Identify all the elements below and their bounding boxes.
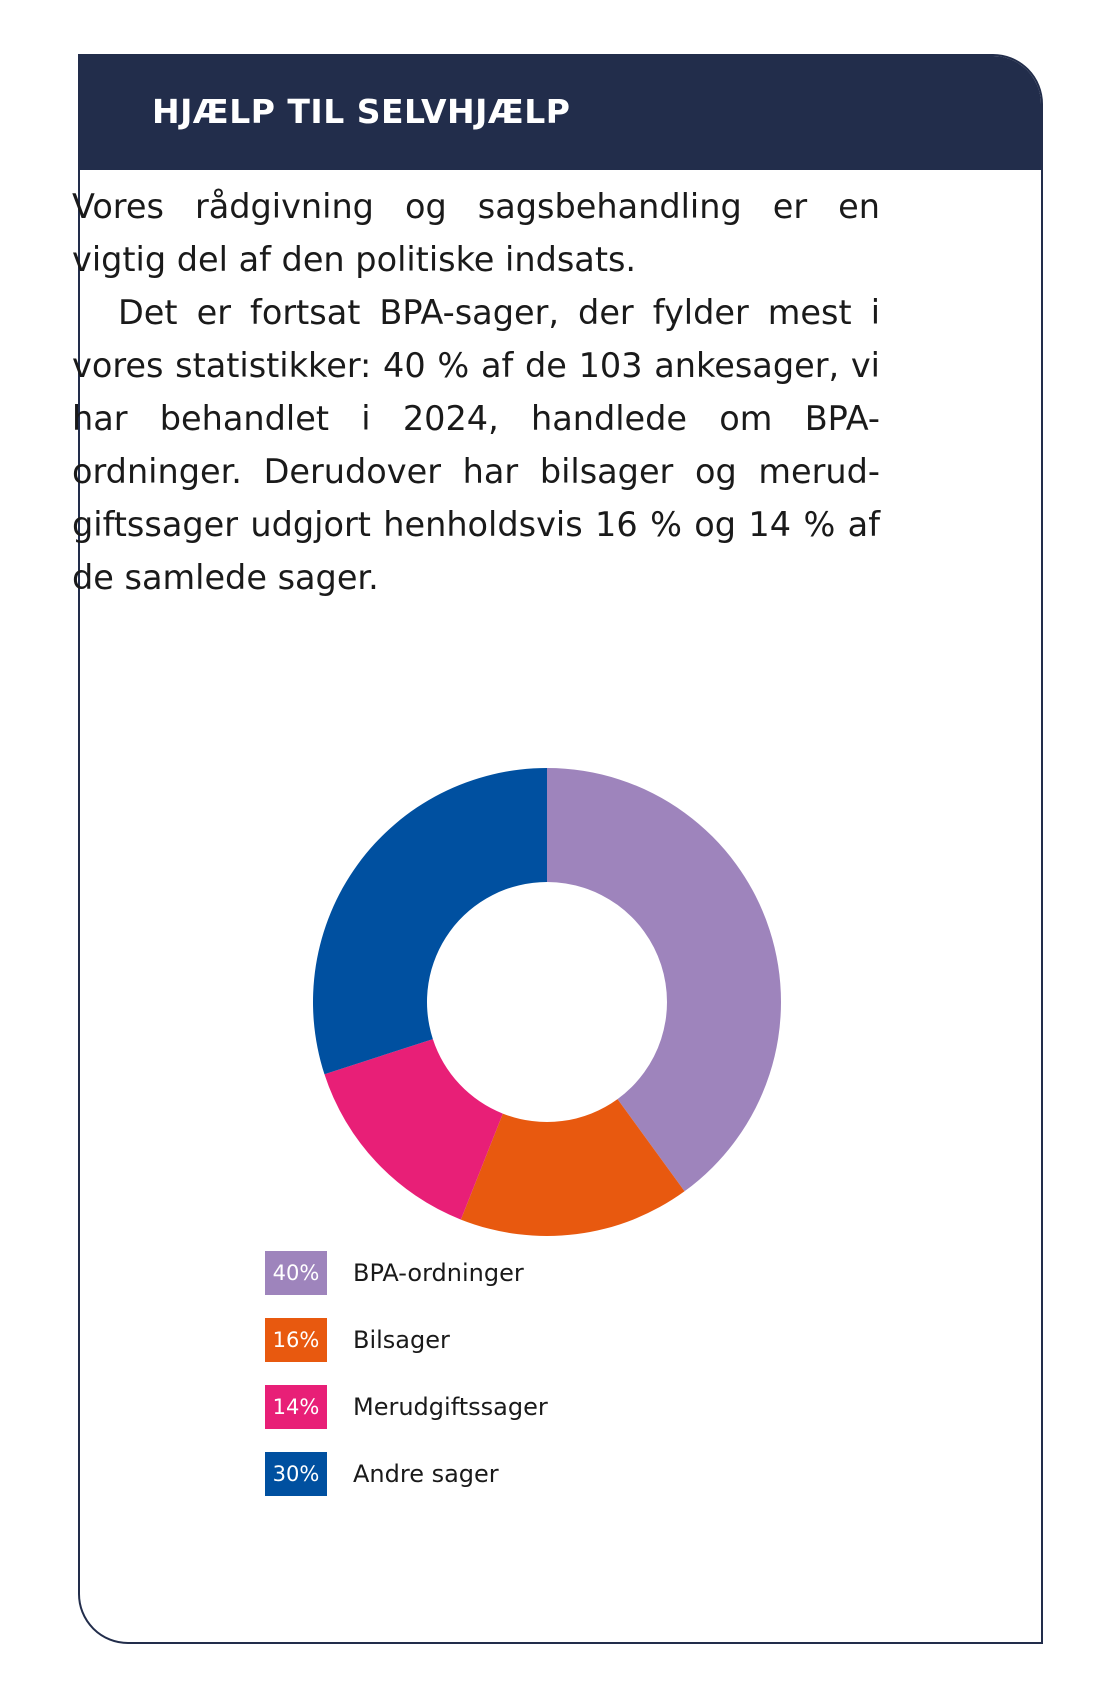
legend-item-andre-sager: 30% Andre sager — [265, 1451, 548, 1497]
donut-slice-bilsager — [460, 1099, 685, 1236]
legend-swatch-bpa: 40% — [265, 1251, 327, 1295]
donut-slice-merudgiftssager — [324, 1039, 503, 1220]
card-title: HJÆLP TIL SELVHJÆLP — [152, 91, 571, 131]
body-text: Vores rådgivning og sagsbehandling er en… — [72, 180, 880, 604]
chart-legend: 40% BPA-ordninger 16% Bilsager 14% Merud… — [265, 1250, 548, 1518]
donut-slice-bpa — [547, 768, 781, 1192]
paragraph-2: Det er fortsat BPA-sager, der fylder mes… — [72, 293, 880, 597]
legend-swatch-bilsager: 16% — [265, 1318, 327, 1362]
donut-slice-andre-sager — [313, 768, 547, 1075]
legend-label-andre-sager: Andre sager — [353, 1460, 499, 1488]
donut-slices — [313, 768, 781, 1236]
info-card: HJÆLP TIL SELVHJÆLP — [78, 54, 1043, 1644]
legend-item-bpa: 40% BPA-ordninger — [265, 1250, 548, 1296]
legend-label-bpa: BPA-ordninger — [353, 1259, 524, 1287]
card-header: HJÆLP TIL SELVHJÆLP — [80, 56, 1041, 170]
legend-item-bilsager: 16% Bilsager — [265, 1317, 548, 1363]
legend-item-merudgiftssager: 14% Merudgiftssager — [265, 1384, 548, 1430]
paragraph-1: Vores rådgivning og sagsbehandling er en… — [72, 187, 880, 279]
legend-swatch-merudgiftssager: 14% — [265, 1385, 327, 1429]
legend-label-merudgiftssager: Merudgiftssager — [353, 1393, 548, 1421]
legend-label-bilsager: Bilsager — [353, 1326, 450, 1354]
legend-swatch-andre-sager: 30% — [265, 1452, 327, 1496]
